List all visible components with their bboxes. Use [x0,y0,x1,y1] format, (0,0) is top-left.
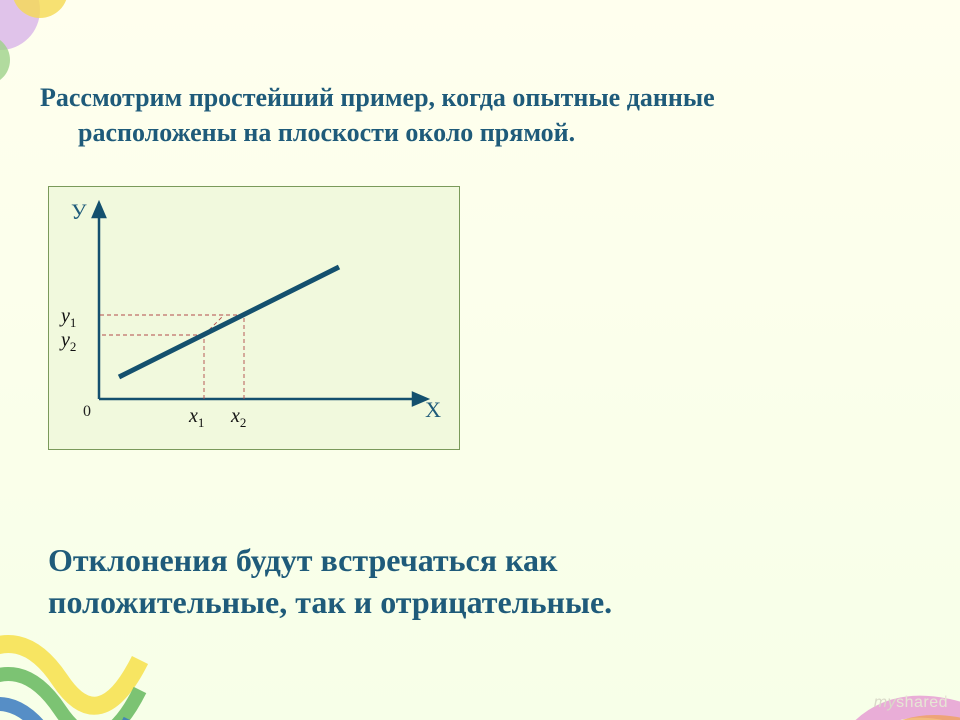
heading-line-2: расположены на плоскости около прямой. [78,115,920,150]
chart-svg [49,187,459,449]
conclusion-line-1: Отклонения будут встречаться как [48,542,557,578]
axis-label-y: У [71,199,87,225]
heading-line-1: Рассмотрим простейший пример, когда опыт… [40,83,715,112]
origin-label: 0 [83,403,91,421]
slide: Рассмотрим простейший пример, когда опыт… [0,0,960,720]
axis-label-x: Х [425,397,441,423]
label-x1: x1 [189,405,204,431]
conclusion: Отклонения будут встречаться как положит… [48,540,920,623]
watermark-part-2: shared [896,694,948,711]
watermark: myshared [874,694,948,712]
label-y1: y1 [61,305,76,331]
label-x2: x2 [231,405,246,431]
heading: Рассмотрим простейший пример, когда опыт… [40,80,920,150]
conclusion-line-2: положительные, так и отрицательные. [48,584,612,620]
watermark-part-1: my [874,694,896,711]
label-y2: y2 [61,329,76,355]
chart-box: У Х 0 y1 y2 x1 x2 [48,186,460,450]
regression-line [119,267,339,377]
